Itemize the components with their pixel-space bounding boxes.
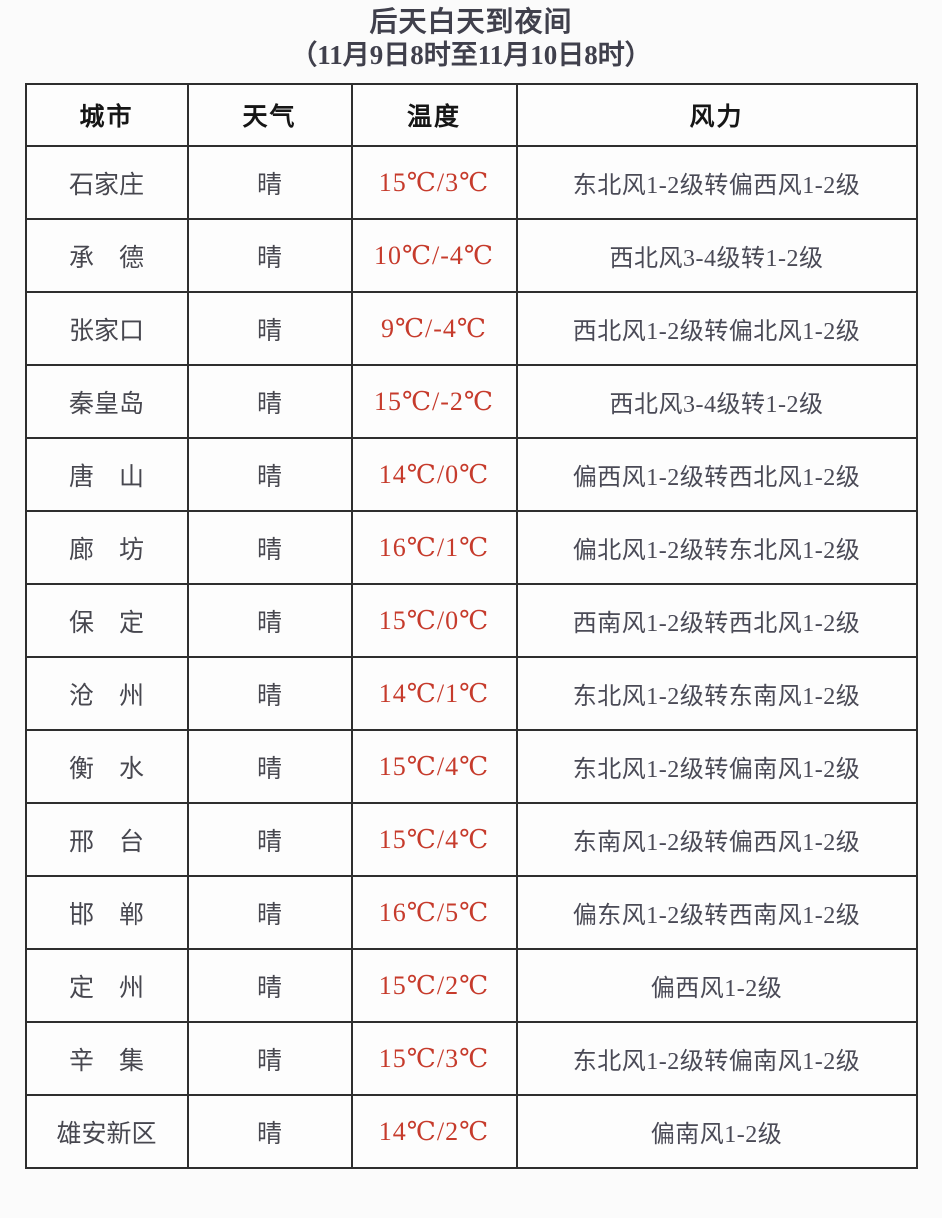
temperature-cell: 15℃/0℃ [350, 583, 518, 658]
temperature-cell: 15℃/4℃ [350, 729, 518, 804]
city-cell: 定 州 [24, 948, 189, 1023]
city-cell: 石家庄 [24, 145, 189, 220]
weather-cell: 晴 [186, 802, 353, 877]
temperature-cell: 16℃/5℃ [350, 875, 518, 950]
table-row: 保 定 晴 15℃/0℃ 西南风1-2级转西北风1-2级 [24, 583, 918, 658]
temperature-cell: 9℃/-4℃ [350, 291, 518, 366]
table-row: 衡 水 晴 15℃/4℃ 东北风1-2级转偏南风1-2级 [24, 729, 918, 804]
header-weather: 天气 [186, 83, 353, 147]
wind-cell: 西北风3-4级转1-2级 [515, 218, 918, 293]
wind-cell: 东南风1-2级转偏西风1-2级 [515, 802, 918, 877]
wind-cell: 东北风1-2级转偏南风1-2级 [515, 1021, 918, 1096]
temperature-cell: 14℃/2℃ [350, 1094, 518, 1169]
table-row: 秦皇岛 晴 15℃/-2℃ 西北风3-4级转1-2级 [24, 364, 918, 439]
table-row: 邢 台 晴 15℃/4℃ 东南风1-2级转偏西风1-2级 [24, 802, 918, 877]
header-city: 城市 [24, 83, 189, 147]
city-cell: 廊 坊 [24, 510, 189, 585]
city-cell: 邯 郸 [24, 875, 189, 950]
table-row: 张家口 晴 9℃/-4℃ 西北风1-2级转偏北风1-2级 [24, 291, 918, 366]
forecast-table: 城市 天气 温度 风力 石家庄 晴 15℃/3℃ 东北风1-2级转偏西风1-2级… [24, 83, 918, 1169]
table-row: 邯 郸 晴 16℃/5℃ 偏东风1-2级转西南风1-2级 [24, 875, 918, 950]
weather-cell: 晴 [186, 948, 353, 1023]
wind-cell: 东北风1-2级转东南风1-2级 [515, 656, 918, 731]
city-cell: 承 德 [24, 218, 189, 293]
temperature-cell: 15℃/4℃ [350, 802, 518, 877]
weather-cell: 晴 [186, 729, 353, 804]
city-cell: 唐 山 [24, 437, 189, 512]
city-cell: 沧 州 [24, 656, 189, 731]
weather-cell: 晴 [186, 875, 353, 950]
weather-cell: 晴 [186, 291, 353, 366]
table-row: 定 州 晴 15℃/2℃ 偏西风1-2级 [24, 948, 918, 1023]
table-header-row: 城市 天气 温度 风力 [24, 83, 918, 147]
city-cell: 秦皇岛 [24, 364, 189, 439]
temperature-cell: 15℃/2℃ [350, 948, 518, 1023]
temperature-cell: 10℃/-4℃ [350, 218, 518, 293]
page-title: 后天白天到夜间 （11月9日8时至11月10日8时） [0, 0, 942, 71]
wind-cell: 东北风1-2级转偏西风1-2级 [515, 145, 918, 220]
temperature-cell: 14℃/0℃ [350, 437, 518, 512]
header-wind: 风力 [515, 83, 918, 147]
weather-cell: 晴 [186, 437, 353, 512]
weather-cell: 晴 [186, 364, 353, 439]
city-cell: 衡 水 [24, 729, 189, 804]
table-row: 承 德 晴 10℃/-4℃ 西北风3-4级转1-2级 [24, 218, 918, 293]
temperature-cell: 15℃/3℃ [350, 1021, 518, 1096]
city-cell: 保 定 [24, 583, 189, 658]
wind-cell: 西南风1-2级转西北风1-2级 [515, 583, 918, 658]
temperature-cell: 15℃/3℃ [350, 145, 518, 220]
wind-cell: 偏西风1-2级转西北风1-2级 [515, 437, 918, 512]
city-cell: 邢 台 [24, 802, 189, 877]
table-row: 石家庄 晴 15℃/3℃ 东北风1-2级转偏西风1-2级 [24, 145, 918, 220]
table-row: 唐 山 晴 14℃/0℃ 偏西风1-2级转西北风1-2级 [24, 437, 918, 512]
weather-cell: 晴 [186, 583, 353, 658]
table-row: 辛 集 晴 15℃/3℃ 东北风1-2级转偏南风1-2级 [24, 1021, 918, 1096]
wind-cell: 西北风1-2级转偏北风1-2级 [515, 291, 918, 366]
temperature-cell: 15℃/-2℃ [350, 364, 518, 439]
wind-cell: 偏西风1-2级 [515, 948, 918, 1023]
wind-cell: 偏北风1-2级转东北风1-2级 [515, 510, 918, 585]
temperature-cell: 14℃/1℃ [350, 656, 518, 731]
title-date-range: （11月9日8时至11月10日8时） [290, 40, 652, 70]
wind-cell: 西北风3-4级转1-2级 [515, 364, 918, 439]
title-period: 后天白天到夜间 [369, 7, 573, 38]
wind-cell: 偏南风1-2级 [515, 1094, 918, 1169]
header-temperature: 温度 [350, 83, 518, 147]
weather-cell: 晴 [186, 1021, 353, 1096]
table-row: 廊 坊 晴 16℃/1℃ 偏北风1-2级转东北风1-2级 [24, 510, 918, 585]
table-row: 雄安新区 晴 14℃/2℃ 偏南风1-2级 [24, 1094, 918, 1169]
table-row: 沧 州 晴 14℃/1℃ 东北风1-2级转东南风1-2级 [24, 656, 918, 731]
weather-cell: 晴 [186, 656, 353, 731]
temperature-cell: 16℃/1℃ [350, 510, 518, 585]
wind-cell: 偏东风1-2级转西南风1-2级 [515, 875, 918, 950]
city-cell: 辛 集 [24, 1021, 189, 1096]
weather-cell: 晴 [186, 145, 353, 220]
weather-cell: 晴 [186, 1094, 353, 1169]
wind-cell: 东北风1-2级转偏南风1-2级 [515, 729, 918, 804]
city-cell: 雄安新区 [24, 1094, 189, 1169]
weather-cell: 晴 [186, 218, 353, 293]
city-cell: 张家口 [24, 291, 189, 366]
weather-cell: 晴 [186, 510, 353, 585]
